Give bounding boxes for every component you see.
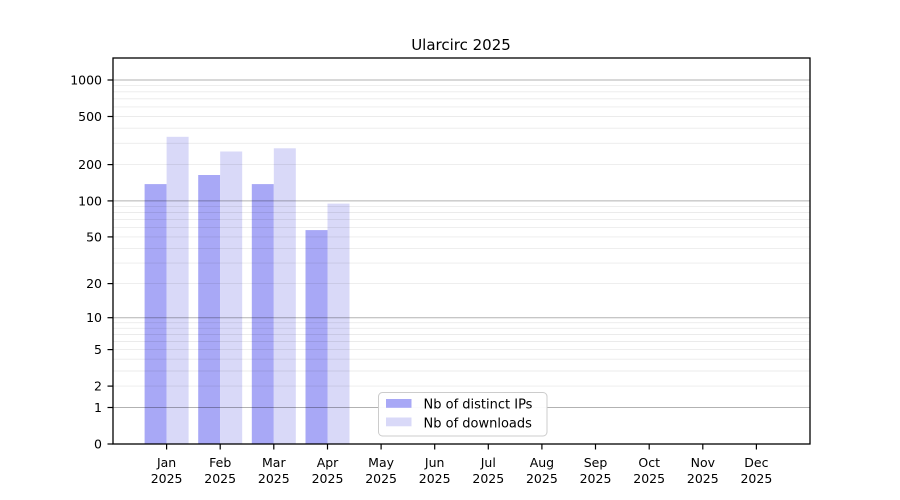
y-tick-label-1: 1 xyxy=(94,400,102,415)
x-tick-month-aug: Aug xyxy=(530,455,554,470)
bar-apr-downloads xyxy=(327,203,350,444)
y-tick-label-50: 50 xyxy=(86,229,102,244)
x-axis-labels: Jan2025Feb2025Mar2025Apr2025May2025Jun20… xyxy=(151,455,773,486)
x-tick-month-apr: Apr xyxy=(317,455,339,470)
x-tick-month-jan: Jan xyxy=(156,455,176,470)
bars-distinct-ips xyxy=(144,175,328,444)
x-tick-year-nov: 2025 xyxy=(687,471,719,486)
legend-swatch-downloads xyxy=(386,417,412,427)
bars-downloads xyxy=(166,136,350,445)
bar-mar-downloads xyxy=(273,148,296,445)
legend: Nb of distinct IPs Nb of downloads xyxy=(378,392,548,437)
y-tick-label-2: 2 xyxy=(94,379,102,394)
legend-label-distinct-ips: Nb of distinct IPs xyxy=(424,397,533,412)
y-tick-label-500: 500 xyxy=(78,109,102,124)
minor-gridlines xyxy=(113,85,810,387)
x-tick-year-feb: 2025 xyxy=(204,471,236,486)
y-tick-label-0: 0 xyxy=(94,436,102,451)
x-tick-year-apr: 2025 xyxy=(312,471,344,486)
x-tick-year-mar: 2025 xyxy=(258,471,290,486)
y-axis-labels: 0 1 2 5 10 20 50 100 200 500 1000 xyxy=(70,72,102,451)
x-tick-month-jun: Jun xyxy=(424,455,445,470)
x-tick-year-sep: 2025 xyxy=(580,471,612,486)
x-tick-year-jun: 2025 xyxy=(419,471,451,486)
bar-apr-distinct-ips xyxy=(305,230,328,444)
x-tick-month-may: May xyxy=(368,455,394,470)
bars-layer xyxy=(144,136,350,445)
x-tick-year-dec: 2025 xyxy=(740,471,772,486)
bar-jan-distinct-ips xyxy=(144,184,167,444)
x-tick-year-jul: 2025 xyxy=(472,471,504,486)
bar-mar-distinct-ips xyxy=(251,184,274,444)
y-axis-ticks xyxy=(107,79,113,445)
bar-jan-downloads xyxy=(166,136,189,445)
legend-label-downloads: Nb of downloads xyxy=(424,416,533,431)
x-tick-year-jan: 2025 xyxy=(151,471,183,486)
x-tick-year-oct: 2025 xyxy=(633,471,665,486)
x-tick-month-nov: Nov xyxy=(691,455,716,470)
plot-border xyxy=(112,57,811,445)
y-tick-label-100: 100 xyxy=(78,193,102,208)
x-tick-month-jul: Jul xyxy=(480,455,496,470)
x-tick-month-mar: Mar xyxy=(262,455,286,470)
bar-feb-distinct-ips xyxy=(198,175,221,444)
x-axis-ticks xyxy=(166,444,758,450)
y-tick-label-10: 10 xyxy=(86,310,102,325)
x-tick-month-oct: Oct xyxy=(638,455,660,470)
chart-title: Ularcirc 2025 xyxy=(411,36,511,54)
x-tick-year-aug: 2025 xyxy=(526,471,558,486)
bar-feb-downloads xyxy=(220,151,243,444)
x-tick-month-sep: Sep xyxy=(584,455,608,470)
x-tick-month-feb: Feb xyxy=(209,455,231,470)
y-tick-label-1000: 1000 xyxy=(70,72,102,87)
legend-swatch-distinct-ips xyxy=(386,399,412,408)
y-tick-label-20: 20 xyxy=(86,276,102,291)
x-tick-month-dec: Dec xyxy=(744,455,768,470)
y-tick-label-5: 5 xyxy=(94,342,102,357)
x-tick-year-may: 2025 xyxy=(365,471,397,486)
legend-box xyxy=(378,392,548,437)
y-tick-label-200: 200 xyxy=(78,157,102,172)
